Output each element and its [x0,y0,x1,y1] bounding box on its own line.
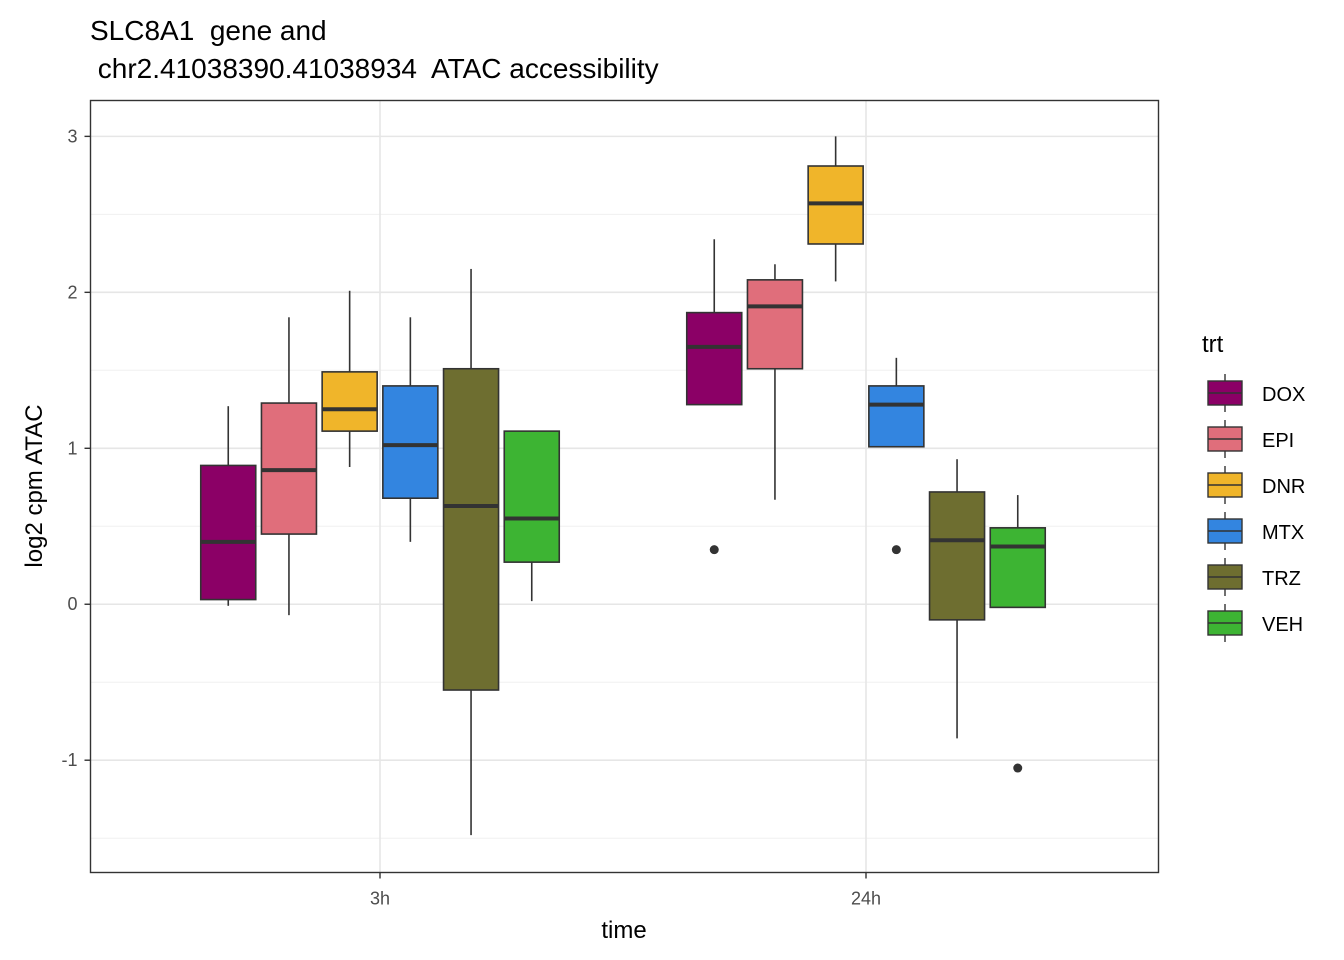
box-mtx-24h [868,357,925,555]
box-dnr-24h [807,136,864,282]
chart-title-line-2: chr2.41038390.41038934 ATAC accessibilit… [90,53,659,84]
y-tick-label-3: 2 [67,282,77,302]
plot-panel-border [89,99,1160,874]
box-body [442,367,500,691]
legend-item-mtx: MTX [1207,512,1304,550]
y-tick-label-2: 1 [67,438,77,458]
legend-label-dox: DOX [1262,384,1305,406]
legend-label-dnr: DNR [1262,476,1305,498]
box-veh-24h [989,495,1047,773]
legend-item-veh: VEH [1207,604,1303,642]
y-axis: -1 0 1 2 3 [61,126,91,770]
box-body [928,491,986,621]
box-body [685,311,743,406]
legend-label-mtx: MTX [1262,522,1304,544]
legend-label-veh: VEH [1262,614,1303,636]
chart-title-line-1: SLC8A1 gene and [90,15,327,46]
y-tick-label-1: 0 [67,594,77,614]
box-mtx-3h [382,317,439,542]
legend-item-epi: EPI [1207,420,1294,458]
y-tick-label-0: -1 [61,750,77,770]
legend-label-trz: TRZ [1262,568,1301,590]
box-trz-24h [928,459,986,739]
box-body [503,430,561,563]
box-body [868,385,925,448]
box-body [746,279,804,370]
outlier-point-0 [891,545,901,555]
y-tick-label-4: 3 [67,126,77,146]
outlier-point-0 [1013,763,1023,773]
box-veh-3h [503,430,561,602]
x-axis-title: time [601,917,646,944]
box-dnr-3h [321,290,378,468]
legend-item-trz: TRZ [1207,558,1301,596]
outlier-point-0 [709,545,719,555]
legend-label-epi: EPI [1262,430,1294,452]
x-tick-label-1: 24h [851,889,881,909]
box-trz-3h [442,268,500,836]
box-body [199,464,257,601]
x-tick-label-0: 3h [370,889,390,909]
box-epi-24h [746,264,804,500]
x-axis: 3h 24h [370,872,881,909]
box-dox-3h [199,406,257,606]
box-dox-24h [685,239,743,555]
box-epi-3h [260,317,318,616]
box-body [321,371,378,432]
box-body [989,527,1047,609]
box-groups [199,136,1047,836]
box-body [382,385,439,499]
legend-title: trt [1202,331,1224,358]
y-axis-title: log2 cpm ATAC [21,404,48,567]
legend-item-dnr: DNR [1207,466,1305,504]
legend: trt DOX EPI DNR MTX TRZ VEH [1202,331,1305,642]
legend-item-dox: DOX [1207,374,1305,412]
